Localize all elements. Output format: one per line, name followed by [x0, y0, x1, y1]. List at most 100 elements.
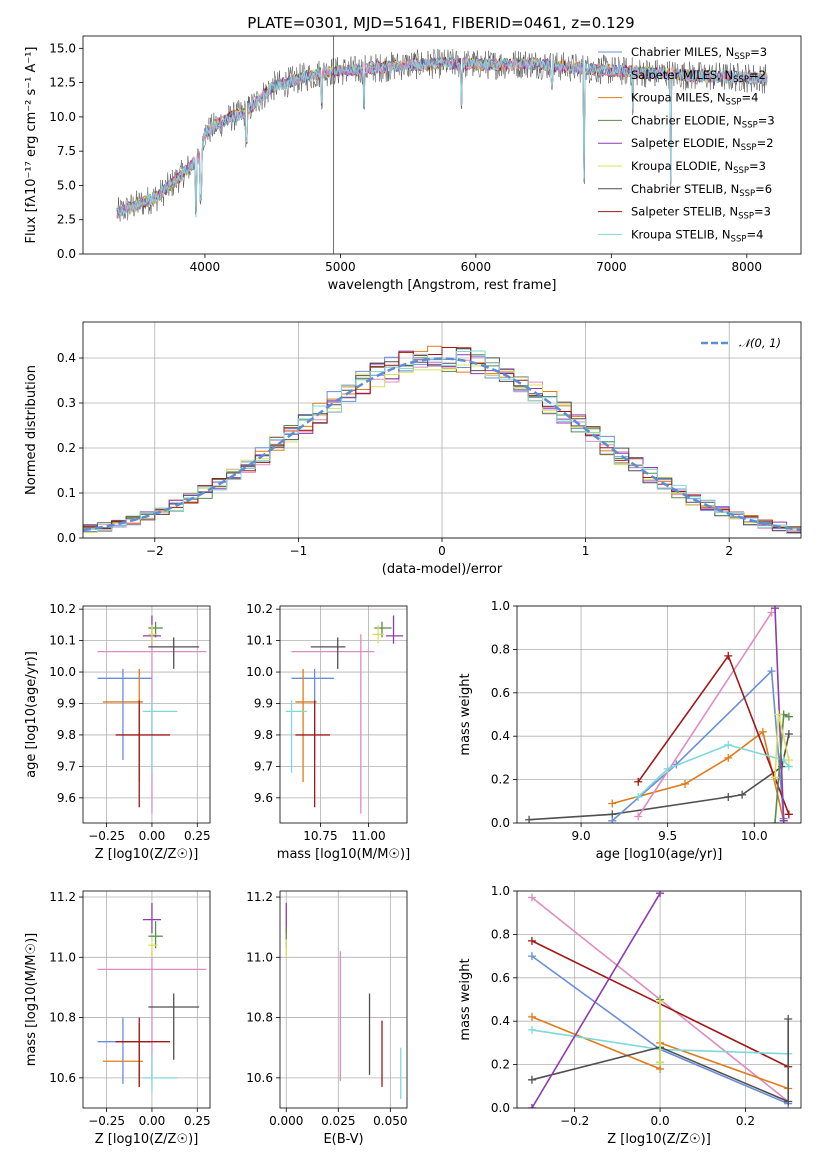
x-axis-label: E(B-V) — [323, 1132, 363, 1147]
z-mass-panel: −0.25 0.00 0.25 10.6 10.8 11.0 11.2 Z [log10(Z/… — [24, 890, 211, 1147]
legend-label: Kroupa ELODIE, NSSP=3 — [631, 159, 766, 176]
weight-marker — [527, 1075, 536, 1084]
y-tick-label: 0.0 — [57, 531, 76, 545]
axes-frame — [279, 890, 408, 1109]
x-axis-label: Z [log10(Z/Z☉)] — [95, 1132, 199, 1147]
y-tick-label: 0.4 — [57, 351, 76, 365]
weight-marker — [724, 651, 733, 660]
weight-marker — [724, 753, 733, 762]
weight-marker — [527, 1012, 536, 1021]
x-tick-label: 0.000 — [269, 1114, 303, 1128]
y-tick-label: 9.6 — [57, 791, 76, 805]
weight-marker — [784, 810, 793, 819]
y-tick-label: 0.6 — [491, 686, 510, 700]
y-tick-label: 11.2 — [246, 890, 273, 904]
legend-label: Kroupa MILES, NSSP=4 — [631, 91, 758, 108]
weight-marker — [771, 819, 780, 823]
weight-marker — [784, 1097, 793, 1106]
y-tick-label: 9.8 — [254, 728, 273, 742]
weight-marker — [779, 816, 788, 823]
legend-label: Chabrier STELIB, NSSP=6 — [631, 182, 772, 199]
legend-label: Salpeter ELODIE, NSSP=2 — [631, 136, 774, 153]
y-tick-label: 0.2 — [491, 1058, 510, 1072]
x-tick-label: 0.00 — [139, 829, 166, 843]
y-tick-label: 0.0 — [491, 816, 510, 830]
x-tick-label: 10.75 — [303, 829, 337, 843]
x-tick-label: 10.0 — [741, 829, 768, 843]
y-tick-label: 10.8 — [246, 1011, 273, 1025]
grid-lines — [83, 891, 210, 1108]
weight-marker — [634, 812, 643, 821]
y-tick-label: 15.0 — [49, 41, 76, 55]
weight-marker — [784, 1015, 793, 1024]
y-tick-label: 9.7 — [254, 759, 273, 773]
legend-sub: SSP — [733, 166, 749, 176]
legend-nssp: =3 — [754, 205, 771, 219]
y-axis-label: Normed distribution — [24, 365, 39, 495]
y-tick-label: 5.0 — [57, 178, 76, 192]
grid-lines — [280, 891, 407, 1108]
weight-line-salpeter-elodie — [531, 892, 661, 1108]
x-tick-label: 0.2 — [736, 1114, 755, 1128]
plot-area — [525, 606, 793, 823]
y-tick-label: 11.0 — [246, 950, 273, 964]
weight-marker — [525, 815, 534, 823]
x-tick-label: 8000 — [732, 260, 763, 274]
weight-marker — [784, 730, 793, 739]
grid-lines — [83, 606, 210, 823]
weight-line-kroupa-miles — [611, 730, 785, 821]
plot-area — [97, 615, 207, 814]
x-axis-label: (data-model)/error — [382, 562, 503, 577]
y-axis-label: mass weight — [458, 673, 473, 755]
weight-marker — [608, 816, 617, 823]
y-tick-label: 1.0 — [491, 884, 510, 898]
y-tick-label: 9.9 — [254, 696, 273, 710]
plot-area — [97, 903, 207, 1093]
y-axis-label: Flux [fλ10⁻¹⁷ erg cm⁻² s⁻¹ A⁻¹] — [24, 47, 39, 244]
weight-marker — [784, 712, 793, 721]
y-tick-label: 11.0 — [49, 950, 76, 964]
y-tick-label: 12.5 — [49, 76, 76, 90]
legend-sub: SSP — [742, 120, 758, 130]
y-tick-label: 0.6 — [491, 971, 510, 985]
x-tick-label: −0.25 — [88, 1114, 125, 1128]
axes-frame — [82, 321, 802, 539]
weight-marker — [767, 667, 776, 676]
weight-marker — [634, 777, 643, 786]
legend-sub: SSP — [733, 75, 749, 85]
x-tick-label: 0.050 — [373, 1114, 407, 1128]
y-tick-label: 0.2 — [57, 441, 76, 455]
y-tick-label: 2.5 — [57, 213, 76, 227]
y-tick-label: 0.2 — [491, 773, 510, 787]
weight-marker — [527, 936, 536, 945]
x-tick-label: 0.25 — [184, 1114, 211, 1128]
legend-nssp: =4 — [741, 91, 758, 105]
y-tick-label: 1.0 — [491, 599, 510, 613]
legend-nssp: =2 — [757, 136, 774, 150]
y-tick-label: 10.0 — [49, 665, 76, 679]
y-tick-label: 10.6 — [49, 1071, 76, 1085]
y-tick-label: 0.8 — [491, 927, 510, 941]
y-tick-label: 0.4 — [491, 729, 510, 743]
legend-label: 𝒩(0, 1) — [739, 336, 781, 350]
mass-age-panel: 10.75 11.00 9.6 9.7 9.8 9.9 10.0 10.1 10.2 mass [… — [246, 602, 410, 862]
y-tick-label: 10.1 — [246, 634, 273, 648]
legend-nssp: =3 — [749, 159, 766, 173]
x-tick-label: 0.00 — [139, 1114, 166, 1128]
weight-line-chabrier-stelib — [531, 1019, 789, 1103]
y-tick-label: 10.0 — [49, 110, 76, 124]
x-tick-label: 9.0 — [572, 829, 591, 843]
weight-marker — [527, 893, 536, 902]
y-axis-label: mass weight — [458, 958, 473, 1040]
axes-frame — [82, 605, 211, 824]
x-tick-label: −2 — [146, 544, 164, 558]
x-tick-label: 11.00 — [351, 829, 385, 843]
y-tick-label: 9.9 — [57, 696, 76, 710]
spectrum-panel: 4000 5000 6000 7000 8000 0.0 2.5 5.0 7.5 10.0 12.5… — [24, 35, 802, 293]
x-tick-label: −0.25 — [88, 829, 125, 843]
x-tick-label: 0 — [438, 544, 446, 558]
histogram-kroupa-elodie — [83, 364, 801, 533]
y-tick-label: 0.3 — [57, 396, 76, 410]
x-tick-label: 9.5 — [658, 829, 677, 843]
legend-label: Chabrier MILES, NSSP=3 — [631, 45, 767, 62]
